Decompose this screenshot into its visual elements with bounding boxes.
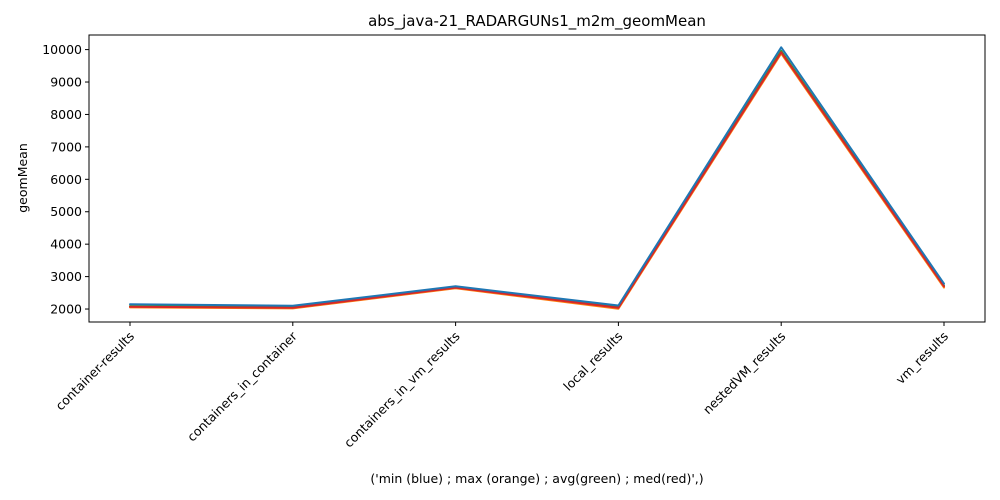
y-tick-label: 4000 — [50, 237, 82, 252]
x-tick-label: containers_in_vm_results — [341, 329, 463, 451]
plot-frame — [88, 34, 986, 323]
series-line-2 — [129, 49, 945, 309]
chart-title: abs_java-21_RADARGUNs1_m2m_geomMean — [368, 12, 706, 31]
x-tick-label: vm_results — [893, 329, 951, 387]
y-tick-label: 2000 — [50, 302, 82, 317]
y-tick-label: 6000 — [50, 172, 82, 187]
x-axis-label: ('min (blue) ; max (orange) ; avg(green)… — [370, 471, 703, 486]
x-tick-label: containers_in_container — [184, 328, 300, 444]
y-tick-label: 10000 — [42, 42, 82, 57]
x-tick-label: local_results — [560, 329, 625, 394]
y-tick-label: 7000 — [50, 139, 82, 154]
series-line-0 — [129, 46, 945, 307]
x-tick-label: container-results — [52, 329, 137, 414]
x-tick-label: nestedVM_results — [700, 329, 788, 417]
series-line-3 — [129, 51, 945, 309]
y-tick-label: 3000 — [50, 269, 82, 284]
y-tick-label: 9000 — [50, 75, 82, 90]
plot-area: 2000 3000 4000 5000 6000 7000 8000 9000 10000 con… — [42, 34, 986, 451]
series-line-1 — [129, 52, 945, 310]
y-tick-label: 8000 — [50, 107, 82, 122]
y-tick-label: 5000 — [50, 204, 82, 219]
y-axis-label: geomMean — [15, 143, 30, 213]
